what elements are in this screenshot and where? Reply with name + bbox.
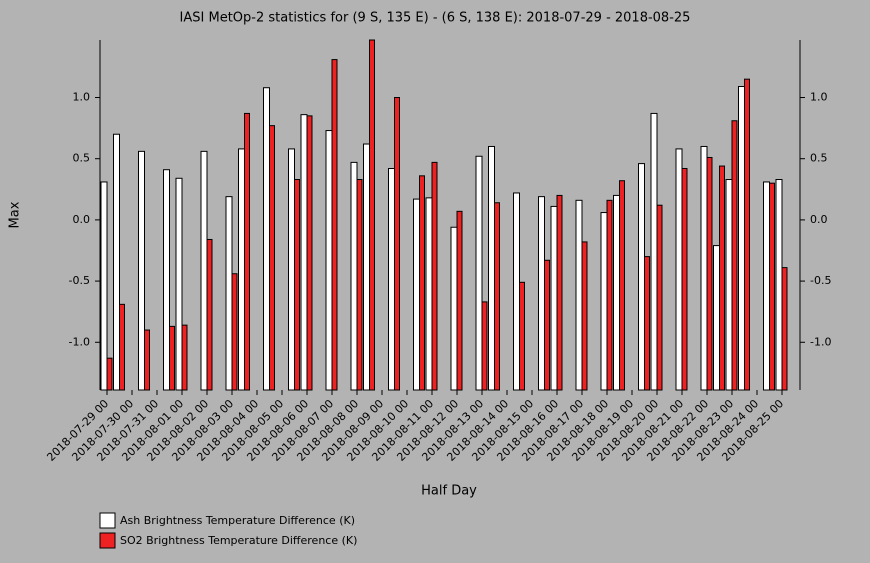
bar	[700, 145, 708, 391]
bar	[269, 125, 275, 391]
bar	[331, 59, 338, 391]
bar	[113, 133, 120, 391]
bar	[356, 179, 363, 391]
bar	[200, 150, 208, 391]
bar	[388, 167, 395, 391]
bar	[713, 245, 720, 391]
y2-tick-label: -0.5	[810, 274, 831, 287]
bar	[575, 199, 583, 391]
bar	[175, 177, 183, 391]
bar	[294, 179, 300, 391]
bar	[169, 325, 175, 391]
bar	[419, 175, 425, 391]
y-axis-label: Max	[8, 201, 23, 228]
bar	[456, 210, 463, 391]
bar	[600, 212, 608, 391]
y2-tick-label: 0.5	[810, 152, 828, 165]
bar	[100, 181, 108, 391]
bar	[138, 150, 145, 391]
bar	[706, 156, 713, 391]
bar	[775, 179, 783, 391]
x-axis-label: Half Day	[421, 484, 477, 499]
bar	[556, 194, 563, 391]
bar	[725, 179, 733, 391]
bar	[513, 192, 520, 391]
bar	[369, 39, 375, 391]
bar	[181, 324, 188, 391]
bar	[581, 241, 588, 391]
bar	[731, 120, 738, 391]
bar	[306, 115, 313, 391]
bar	[519, 281, 525, 391]
bar	[119, 303, 125, 391]
bar	[544, 259, 550, 391]
bar	[350, 161, 358, 391]
bar	[394, 97, 400, 391]
bar	[363, 143, 370, 391]
bar	[550, 205, 558, 391]
bar	[450, 226, 458, 391]
bar	[238, 148, 245, 391]
y-tick-label: -0.5	[69, 274, 90, 287]
bar	[638, 163, 645, 391]
legend-swatch	[99, 512, 116, 529]
bar	[231, 273, 238, 391]
bar	[644, 256, 650, 391]
bar	[413, 198, 420, 391]
bar	[488, 145, 495, 391]
bar	[781, 267, 788, 391]
bar	[681, 167, 688, 391]
y-tick-label: 0.5	[73, 152, 91, 165]
legend-label: Ash Brightness Temperature Difference (K…	[120, 514, 355, 527]
bar	[538, 196, 545, 391]
bar	[650, 112, 658, 391]
bar	[144, 329, 150, 391]
bar	[475, 155, 483, 391]
bar	[481, 301, 488, 391]
bar	[244, 112, 250, 391]
y2-tick-label: 0.0	[810, 213, 828, 226]
chart-title: IASI MetOp-2 statistics for (9 S, 135 E)…	[180, 11, 691, 26]
bar	[325, 130, 333, 391]
bar	[738, 86, 745, 391]
y-tick-label: 1.0	[73, 91, 91, 104]
bar	[619, 180, 625, 391]
bar	[763, 181, 770, 391]
y-tick-label: -1.0	[69, 335, 90, 348]
y2-tick-label: 1.0	[810, 91, 828, 104]
bar	[613, 194, 620, 391]
y2-tick-label: -1.0	[810, 335, 831, 348]
bar	[225, 196, 233, 391]
bar	[425, 197, 433, 391]
bar	[300, 114, 308, 391]
bar	[163, 169, 170, 391]
bar	[431, 161, 438, 391]
y-tick-label: 0.0	[73, 213, 91, 226]
bar	[206, 238, 213, 391]
bar	[675, 148, 683, 391]
bar	[656, 204, 663, 391]
bar	[744, 78, 750, 391]
bar	[106, 357, 113, 391]
bar	[606, 199, 613, 391]
bar	[719, 165, 725, 391]
bar	[263, 87, 270, 391]
legend-label: SO2 Brightness Temperature Difference (K…	[120, 534, 357, 547]
bar	[769, 182, 775, 391]
bar	[494, 202, 500, 391]
bar	[288, 148, 295, 391]
legend-swatch	[99, 532, 116, 549]
